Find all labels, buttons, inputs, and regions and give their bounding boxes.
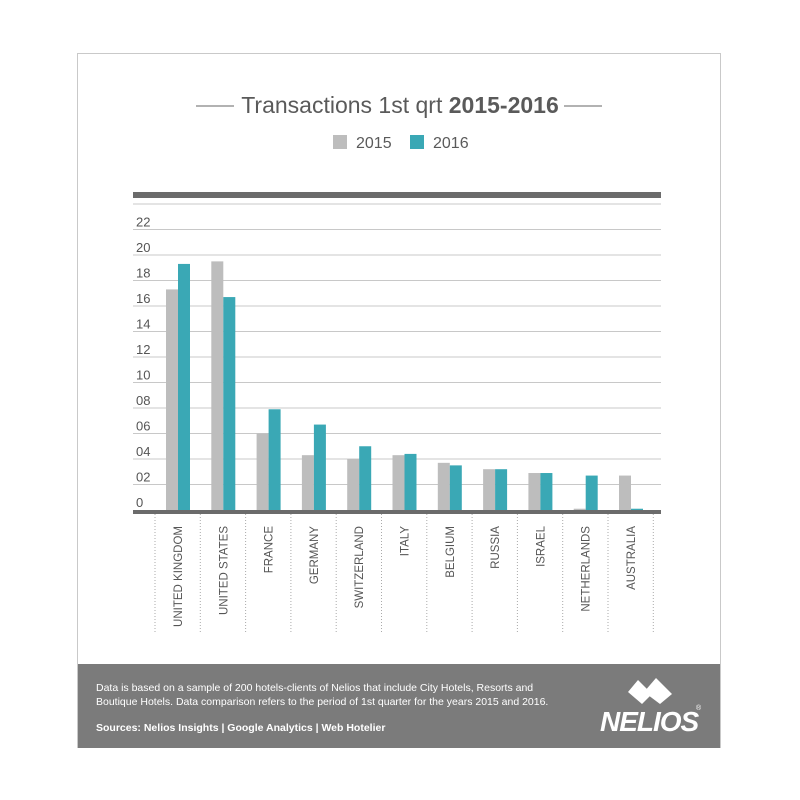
bar-2016 <box>359 446 372 510</box>
bar-2016 <box>585 475 598 510</box>
bar-2015 <box>437 462 450 510</box>
x-tick-label: NETHERLANDS <box>581 526 593 612</box>
legend-swatch-2015 <box>333 135 347 149</box>
bar-2016 <box>404 453 417 510</box>
bar-2015 <box>619 475 631 510</box>
chart-top-band <box>133 192 661 198</box>
y-tick-label: 22 <box>136 215 150 230</box>
bar-2015 <box>528 473 541 510</box>
chart-baseline <box>133 510 661 514</box>
bar-2016 <box>178 263 190 510</box>
bar-2016 <box>631 508 643 510</box>
bar-2015 <box>392 455 405 510</box>
legend-label-2016: 2016 <box>433 135 469 152</box>
bar-2016 <box>223 297 236 510</box>
y-tick-label: 20 <box>136 240 150 255</box>
footer-note: Data is based on a sample of 200 hotels-… <box>96 682 549 708</box>
legend-label-2015: 2015 <box>356 135 392 152</box>
x-tick-label: GERMANY <box>309 526 321 584</box>
nelios-logo: NELIOS ® <box>600 678 710 737</box>
footer-sources: Sources: Nelios Insights | Google Analyt… <box>96 722 386 734</box>
legend-swatch-2016 <box>410 135 424 149</box>
y-tick-label: 08 <box>136 393 150 408</box>
bar-2015 <box>483 469 496 510</box>
x-tick-label: ISRAEL <box>535 525 547 567</box>
x-tick-label: UNITED STATES <box>218 526 230 615</box>
bar-2015 <box>573 508 586 510</box>
bar-2016 <box>449 465 462 510</box>
logo-registered-mark: ® <box>696 705 702 712</box>
x-tick-label: FRANCE <box>264 526 276 574</box>
x-tick-label: RUSSIA <box>490 526 502 569</box>
bar-2015 <box>256 433 269 510</box>
x-tick-label: ITALY <box>400 526 412 557</box>
y-tick-label: 14 <box>136 317 150 332</box>
y-tick-label: 06 <box>136 419 150 434</box>
bar-2015 <box>166 289 178 510</box>
bar-2016 <box>540 473 553 510</box>
x-tick-label: SWITZERLAND <box>354 526 366 608</box>
x-tick-label: BELGIUM <box>445 526 457 578</box>
bar-2016 <box>268 409 281 510</box>
y-tick-label: 10 <box>136 368 150 383</box>
bar-2015 <box>301 455 314 510</box>
y-tick-label: 02 <box>136 470 150 485</box>
bar-2015 <box>347 459 360 510</box>
logo-mark-icon <box>628 678 672 704</box>
logo-wordmark: NELIOS <box>600 706 699 737</box>
y-tick-label: 18 <box>136 266 150 281</box>
y-tick-label: 0 <box>136 495 143 510</box>
x-tick-label: AUSTRALIA <box>626 526 638 590</box>
footer: Data is based on a sample of 200 hotels-… <box>78 664 720 748</box>
x-tick-label: UNITED KINGDOM <box>173 526 185 627</box>
bar-2016 <box>495 469 508 510</box>
chart-title: Transactions 1st qrt 2015-2016 <box>241 92 559 118</box>
bar-2015 <box>211 261 224 510</box>
y-tick-label: 12 <box>136 342 150 357</box>
y-tick-label: 16 <box>136 291 150 306</box>
bar-2016 <box>313 424 326 510</box>
y-tick-label: 04 <box>136 444 150 459</box>
